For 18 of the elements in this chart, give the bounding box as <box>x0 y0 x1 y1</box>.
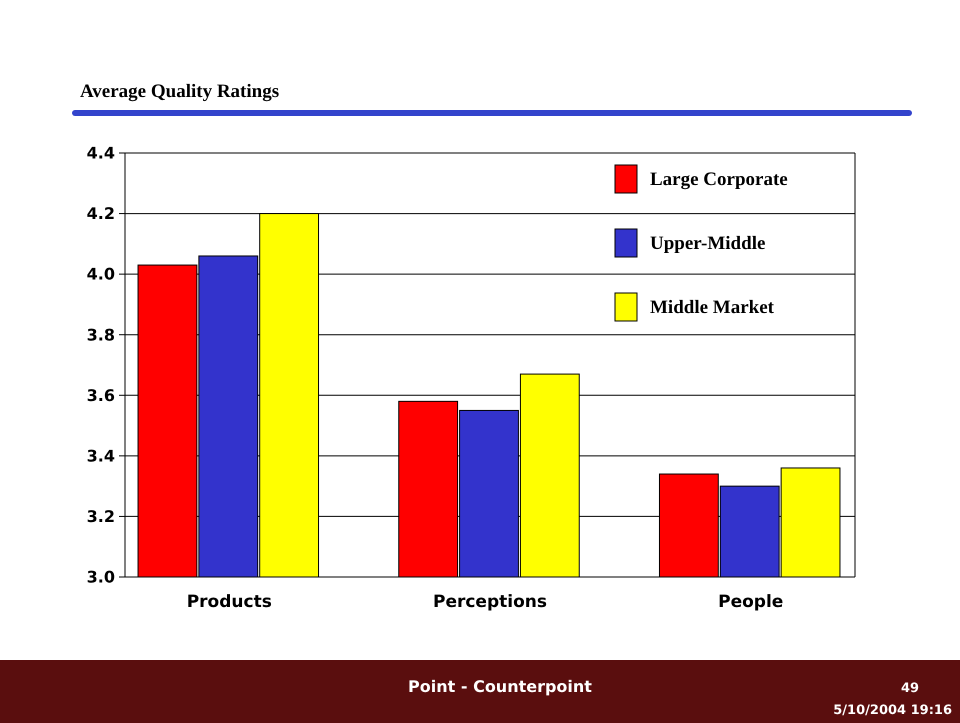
y-tick-label: 3.4 <box>86 446 115 466</box>
y-tick-label: 3.0 <box>86 568 115 587</box>
y-tick-label: 3.2 <box>86 507 115 526</box>
text: 49 <box>900 681 920 696</box>
y-tick-label: 4.2 <box>86 204 115 224</box>
y-tick-label: 3.8 <box>86 325 115 344</box>
y-tick-label: 4.0 <box>86 264 115 284</box>
text: Point - Counterpoint <box>408 677 592 696</box>
y-tick-label: 3.6 <box>86 386 115 405</box>
x-tick-label: Products <box>186 592 272 612</box>
x-tick-label: People <box>718 592 784 612</box>
x-tick-label: Perceptions <box>432 592 548 612</box>
legend-label: Upper-Middle <box>650 233 766 254</box>
chart-title: Average Quality Ratings <box>80 81 280 102</box>
legend-label: Large Corporate <box>650 169 788 190</box>
y-tick-label: 4.4 <box>86 144 115 163</box>
text: 5/10/2004 19:16 <box>833 703 952 718</box>
legend-label: Middle Market <box>650 297 775 318</box>
